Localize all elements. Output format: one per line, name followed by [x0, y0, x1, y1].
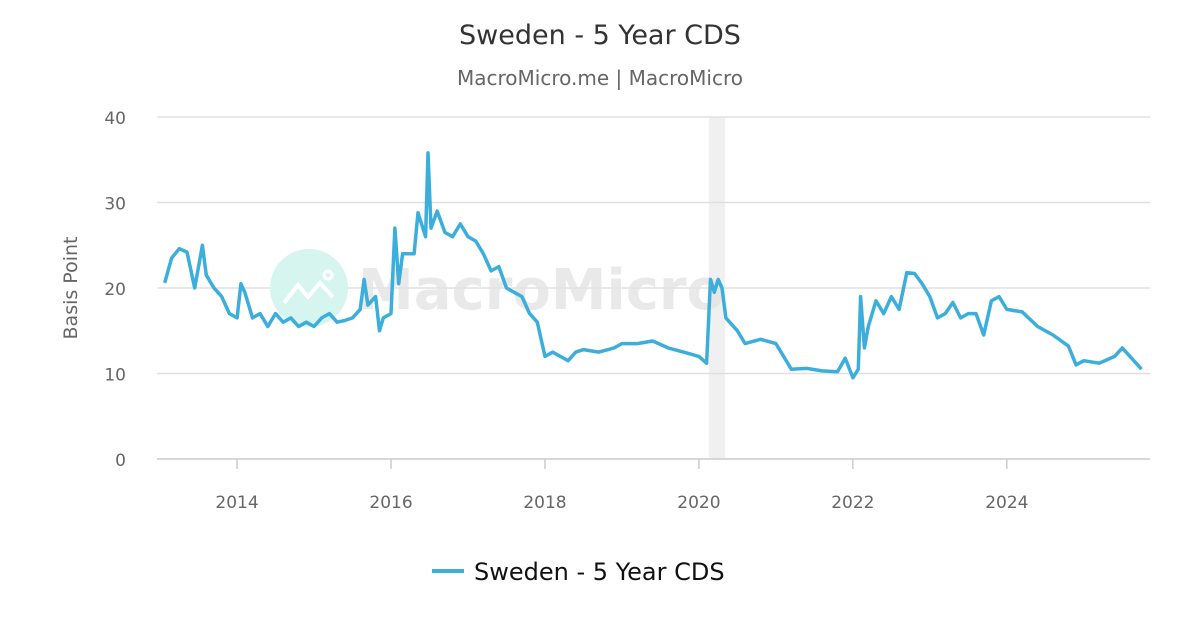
legend[interactable]: Sweden - 5 Year CDS: [432, 558, 725, 586]
watermark-logo-icon: [270, 249, 348, 327]
watermark: MacroMicro: [270, 249, 725, 327]
series-line: [163, 151, 1143, 380]
x-tick-label: 2016: [369, 493, 412, 513]
y-tick-label: 30: [104, 195, 126, 215]
x-tick-label: 2024: [985, 493, 1028, 513]
watermark-text: MacroMicro: [358, 258, 725, 323]
y-tick-label: 20: [104, 280, 126, 300]
watermark-logo-line-icon: [282, 279, 335, 305]
chart-subtitle: MacroMicro.me | MacroMicro: [457, 66, 743, 90]
x-tick-label: 2018: [523, 493, 566, 513]
legend-item-label[interactable]: Sweden - 5 Year CDS: [474, 558, 725, 586]
watermark-logo-dot-icon: [322, 269, 334, 281]
y-tick-label: 0: [115, 451, 126, 471]
x-tick-label: 2022: [831, 493, 874, 513]
y-tick-label: 10: [104, 366, 126, 386]
y-tick-label: 40: [104, 109, 126, 129]
chart-title: Sweden - 5 Year CDS: [459, 20, 741, 51]
x-tick-label: 2014: [215, 493, 258, 513]
x-tick-label: 2020: [677, 493, 720, 513]
y-axis-label: Basis Point: [60, 237, 82, 340]
